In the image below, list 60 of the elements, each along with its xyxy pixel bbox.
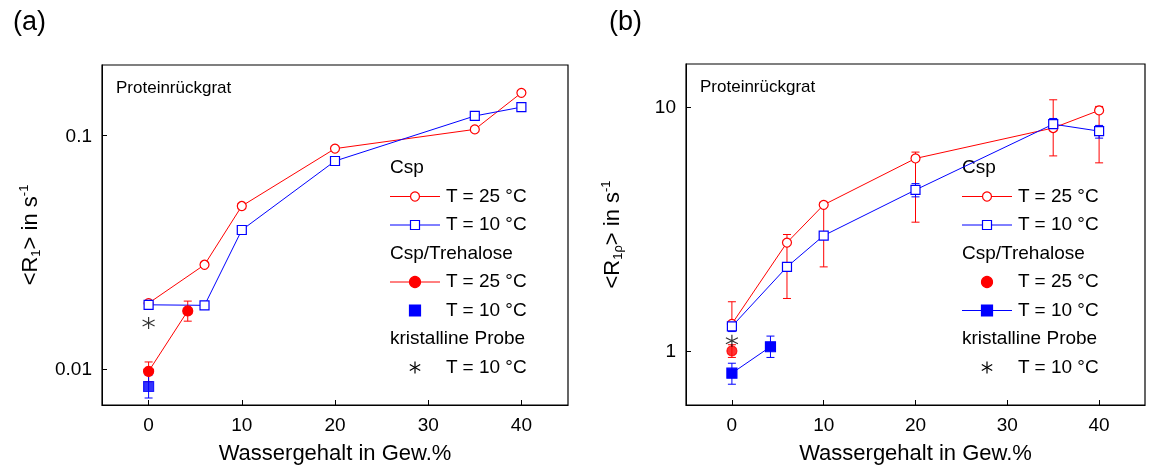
x-tick-label: 10	[813, 414, 835, 435]
x-tick-label: 30	[996, 414, 1018, 435]
annotation: Csp/Trehalose	[962, 241, 1085, 263]
point	[726, 367, 738, 379]
point	[182, 305, 194, 317]
point	[516, 87, 527, 98]
legend-label: T = 10 °C	[1018, 298, 1099, 320]
annotation: Csp	[390, 156, 424, 177]
point	[781, 261, 793, 272]
point	[142, 316, 156, 330]
x-axis-title: Wassergehalt in Gew.%	[799, 439, 1032, 465]
y-tick-label: 0.01	[55, 358, 92, 380]
legend-label: T = 10 °C	[446, 355, 527, 377]
point	[725, 334, 739, 348]
point	[818, 199, 829, 210]
x-tick-label: 10	[231, 414, 253, 435]
point	[236, 200, 247, 212]
legend-label: T = 10 °C	[446, 213, 527, 234]
point	[143, 380, 155, 393]
point	[818, 230, 829, 241]
y-tick-label: 1	[665, 340, 676, 362]
point	[199, 259, 210, 270]
point	[910, 153, 921, 164]
annotation: kristalline Probe	[962, 327, 1098, 348]
x-tick-label: 40	[510, 414, 532, 435]
point	[236, 224, 247, 236]
point	[781, 237, 793, 248]
legend-label: T = 25 °C	[446, 270, 527, 291]
x-tick-label: 0	[143, 414, 154, 435]
x-tick-label: 40	[1088, 414, 1110, 435]
legend-label: T = 10 °C	[446, 298, 527, 320]
annotation: Csp	[962, 156, 996, 177]
annotation: Proteinrückgrat	[700, 77, 816, 96]
point	[469, 110, 480, 122]
x-tick-label: 30	[417, 414, 439, 435]
legend-label: T = 10 °C	[1018, 213, 1099, 234]
point	[516, 102, 527, 113]
annotation: Proteinrückgrat	[116, 78, 232, 97]
point	[143, 365, 155, 377]
x-axis-title: Wassergehalt in Gew.%	[218, 439, 452, 465]
point	[329, 143, 341, 154]
point	[1094, 105, 1105, 116]
legend-label: T = 10 °C	[1018, 355, 1099, 377]
x-tick-label: 0	[726, 414, 738, 435]
legend-label: T = 25 °C	[446, 184, 527, 206]
y-axis-title: <R1> in s-1	[16, 184, 43, 286]
y-tick-label: 0.1	[65, 124, 92, 146]
point	[199, 300, 210, 311]
annotation: kristalline Probe	[390, 327, 526, 348]
x-tick-label: 20	[904, 414, 927, 435]
legend-label: T = 25 °C	[1018, 270, 1099, 291]
chart-title: (b)	[609, 5, 642, 36]
legend-label: T = 25 °C	[1018, 184, 1099, 206]
point	[764, 341, 777, 353]
point	[329, 155, 341, 167]
chart-title: (a)	[13, 5, 46, 36]
x-tick-label: 20	[324, 414, 346, 435]
annotation: Csp/Trehalose	[390, 241, 513, 263]
y-axis-title: <R1ρ> in s-1	[598, 180, 625, 289]
point	[469, 124, 480, 135]
